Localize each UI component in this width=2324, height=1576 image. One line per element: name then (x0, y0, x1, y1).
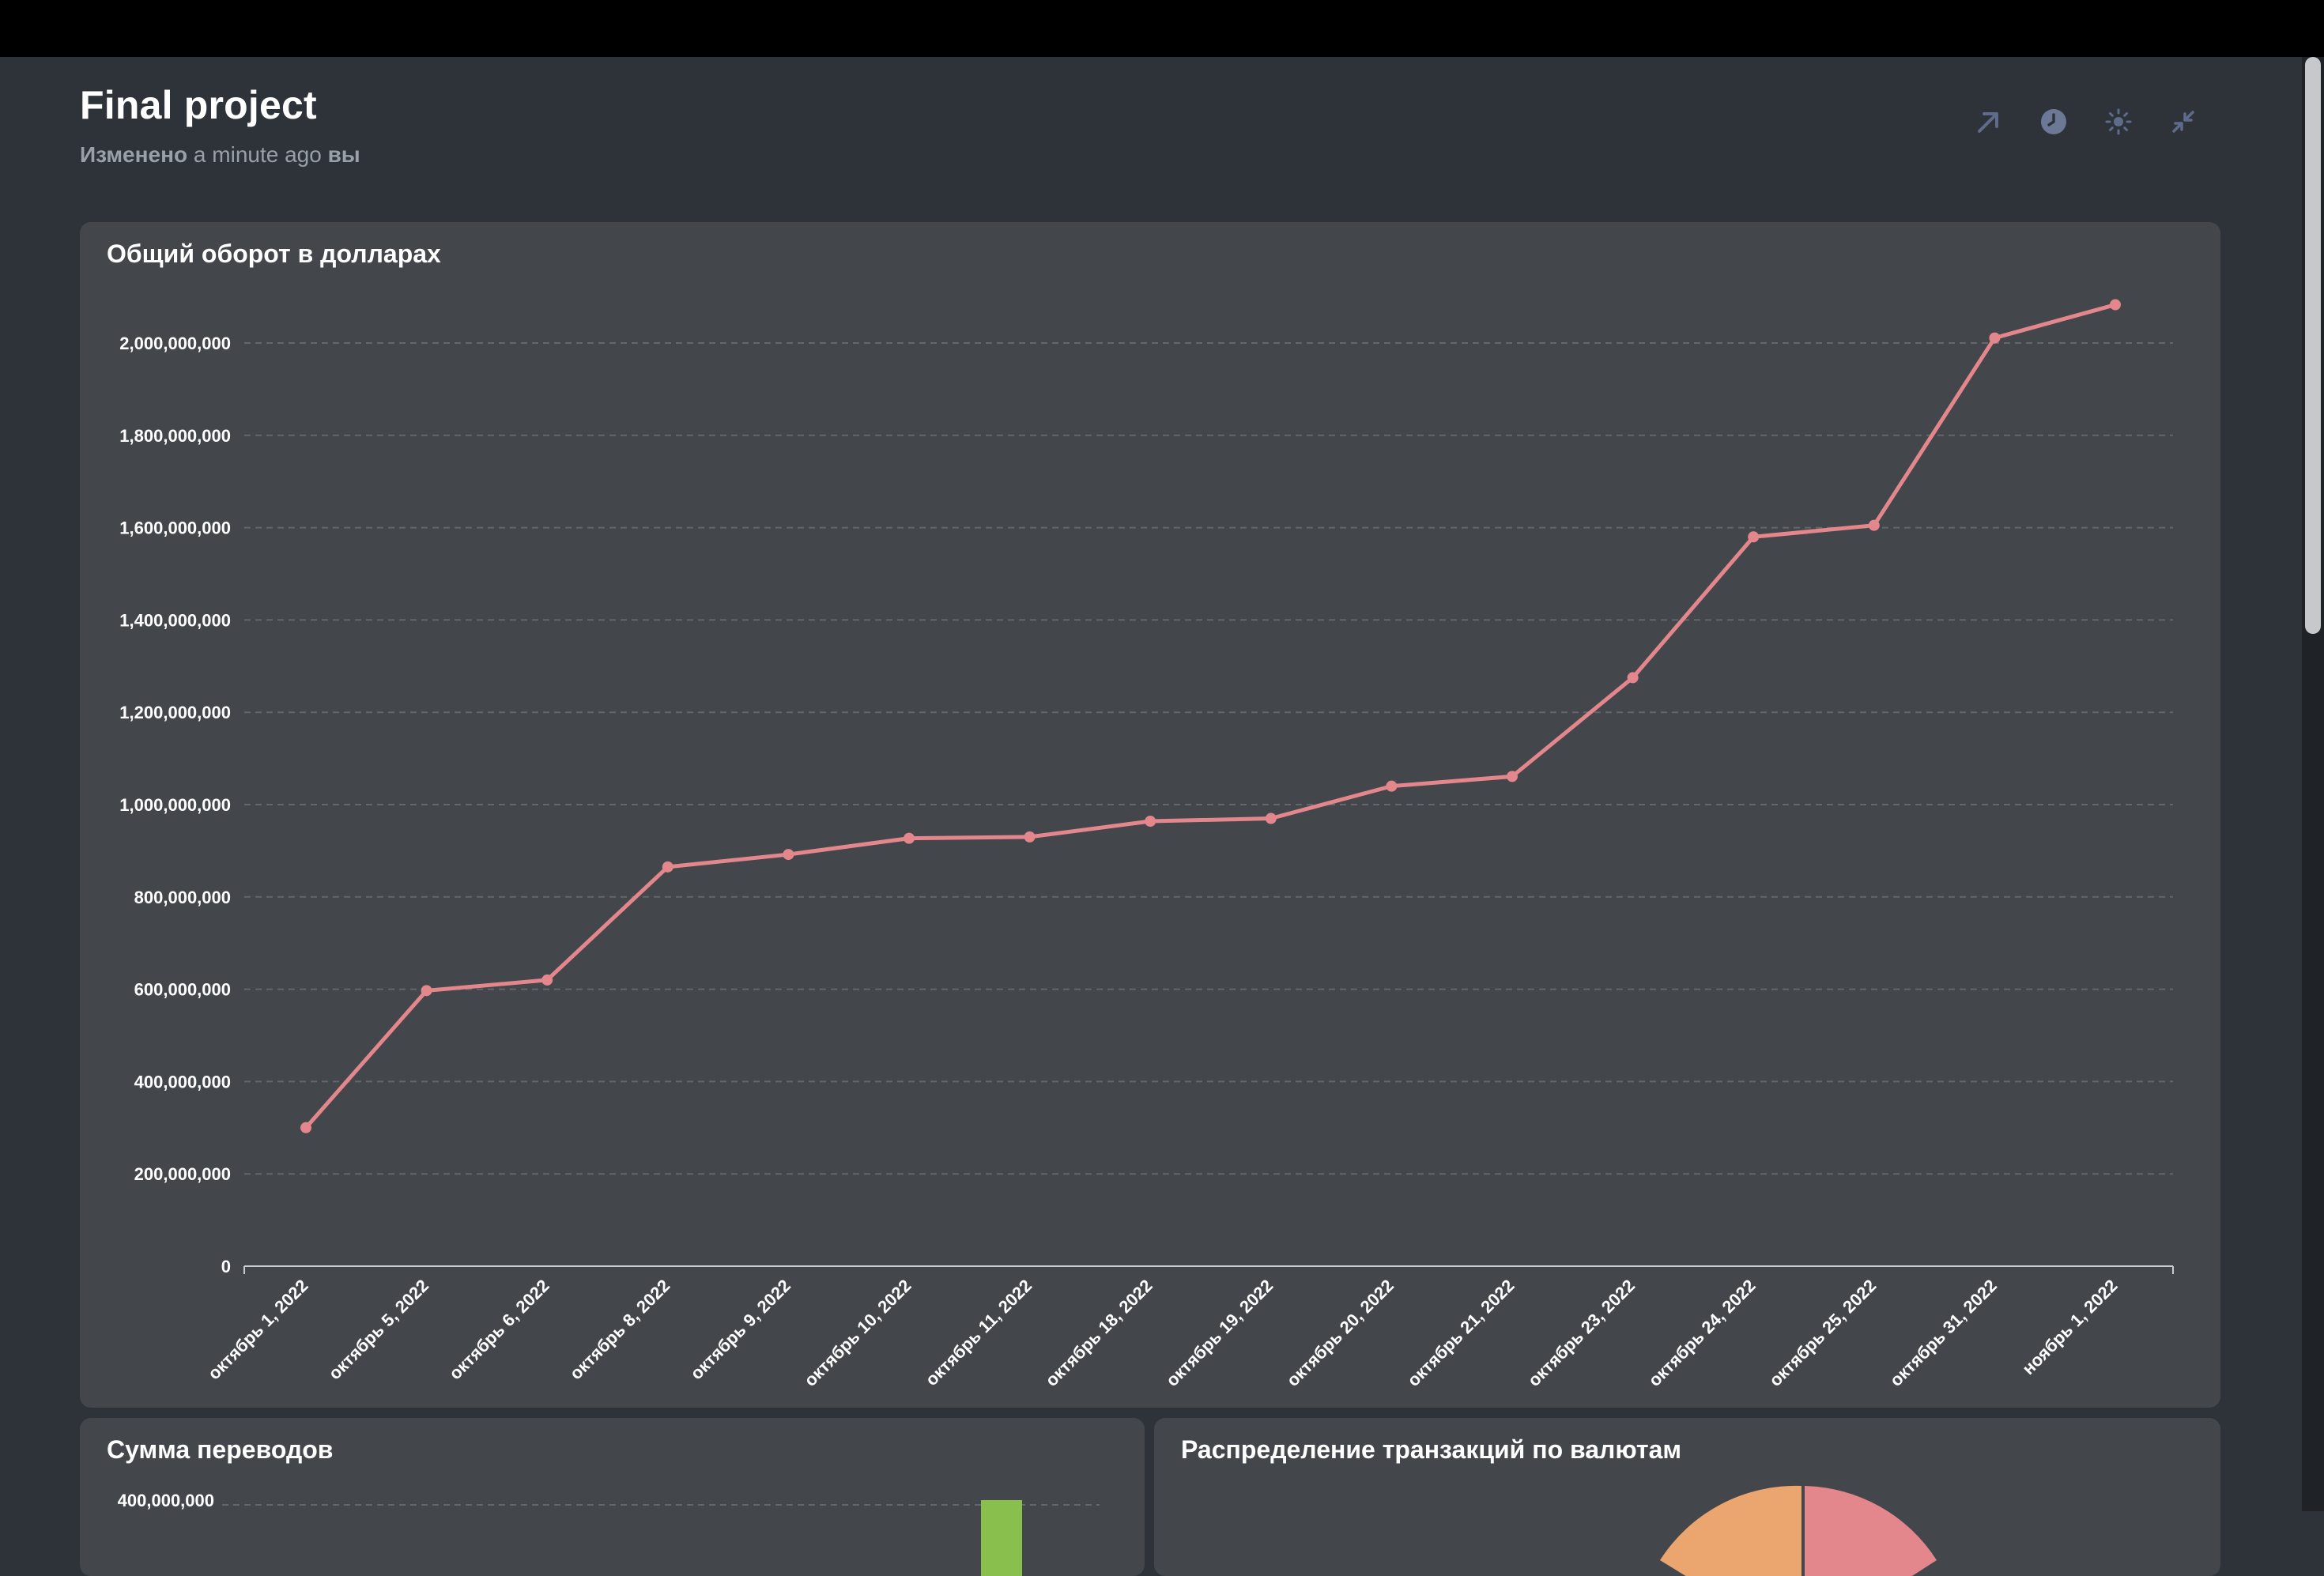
subtitle-time: a minute ago (193, 142, 322, 167)
currency-chart-title: Распределение транзакций по валютам (1181, 1435, 1682, 1464)
x-tick-label: октябрь 1, 2022 (204, 1276, 312, 1384)
collapse-icon[interactable] (2169, 107, 2198, 136)
currency-chart-card[interactable]: Распределение транзакций по валютам (1154, 1418, 2220, 1576)
x-tick-label: октябрь 21, 2022 (1403, 1276, 1518, 1390)
transfers-chart-card[interactable]: Сумма переводов 400,000,000 (80, 1418, 1145, 1576)
transfers-chart-title: Сумма переводов (107, 1435, 334, 1464)
turnover-chart-title: Общий оборот в долларах (107, 239, 441, 268)
y-tick-label: 600,000,000 (134, 980, 231, 1000)
data-point[interactable] (662, 861, 673, 873)
data-point[interactable] (1386, 780, 1398, 792)
share-icon[interactable] (1975, 107, 2003, 136)
y-tick-label: 1,000,000,000 (119, 795, 231, 815)
transfers-bar-chart: 400,000,000 (118, 1491, 1100, 1576)
currency-pie-slice-orange[interactable] (1660, 1485, 1801, 1576)
window-top-bar (0, 0, 2324, 57)
x-tick-label: октябрь 19, 2022 (1162, 1276, 1277, 1390)
header-actions (1975, 107, 2198, 136)
data-point[interactable] (904, 832, 915, 844)
y-tick-label: 0 (221, 1257, 231, 1276)
transfers-bar[interactable] (981, 1500, 1022, 1576)
data-point[interactable] (1989, 332, 2001, 344)
x-tick-label: октябрь 25, 2022 (1765, 1276, 1880, 1390)
data-point[interactable] (300, 1122, 311, 1133)
x-tick-label: октябрь 24, 2022 (1645, 1276, 1760, 1390)
x-tick-label: октябрь 23, 2022 (1524, 1276, 1639, 1390)
x-tick-label: октябрь 31, 2022 (1886, 1276, 2001, 1390)
x-tick-label: октябрь 11, 2022 (922, 1276, 1036, 1389)
x-tick-label: октябрь 5, 2022 (325, 1276, 433, 1384)
data-point[interactable] (421, 985, 432, 997)
y-tick-label: 2,000,000,000 (119, 334, 231, 353)
x-tick-label: октябрь 8, 2022 (566, 1276, 674, 1384)
y-tick-label: 1,400,000,000 (119, 610, 231, 630)
currency-pie-slice-pink[interactable] (1801, 1486, 1937, 1576)
y-tick-label: 1,600,000,000 (119, 518, 231, 538)
sun-icon[interactable] (2104, 107, 2133, 136)
turnover-chart-card[interactable]: Общий оборот в долларах 0 200,000,000 400,… (80, 222, 2220, 1408)
turnover-line-chart: 0 200,000,000 400,000,000 600,000,000 800,00… (119, 299, 2174, 1390)
clock-icon[interactable] (2039, 107, 2068, 136)
data-point[interactable] (2110, 299, 2121, 311)
page-title: Final project (80, 83, 317, 127)
data-point[interactable] (541, 974, 553, 986)
x-tick-label: октябрь 18, 2022 (1042, 1276, 1156, 1390)
subtitle-prefix: Изменено (80, 142, 188, 167)
data-point[interactable] (1507, 771, 1518, 782)
x-tick-label: ноябрь 1, 2022 (2018, 1276, 2121, 1378)
y-tick-label: 400,000,000 (134, 1072, 231, 1092)
subtitle-suffix: вы (327, 142, 360, 167)
data-point[interactable] (1265, 813, 1277, 824)
x-tick-label: октябрь 6, 2022 (445, 1276, 553, 1384)
y-tick-label: 200,000,000 (134, 1164, 231, 1184)
scrollbar-thumb[interactable] (2305, 57, 2321, 634)
y-tick-label: 800,000,000 (134, 888, 231, 907)
transfers-y-tick: 400,000,000 (118, 1491, 214, 1510)
y-tick-label: 1,200,000,000 (119, 703, 231, 722)
data-point[interactable] (1145, 816, 1156, 828)
data-point[interactable] (1868, 519, 1880, 531)
series-line (304, 303, 2118, 1130)
data-point[interactable] (783, 849, 794, 861)
y-tick-label: 1,800,000,000 (119, 426, 231, 446)
x-tick-label: октябрь 9, 2022 (686, 1276, 794, 1384)
page-subtitle: Изменено a minute ago вы (80, 142, 360, 168)
currency-pie-chart (1660, 1485, 1937, 1576)
dashboard-header: Final project Изменено a minute ago вы (80, 82, 360, 168)
x-tick-label: октябрь 20, 2022 (1283, 1276, 1398, 1390)
data-point[interactable] (1024, 831, 1036, 843)
data-point[interactable] (1748, 531, 1760, 543)
x-tick-label: октябрь 10, 2022 (800, 1276, 915, 1390)
data-point[interactable] (1627, 672, 1639, 684)
